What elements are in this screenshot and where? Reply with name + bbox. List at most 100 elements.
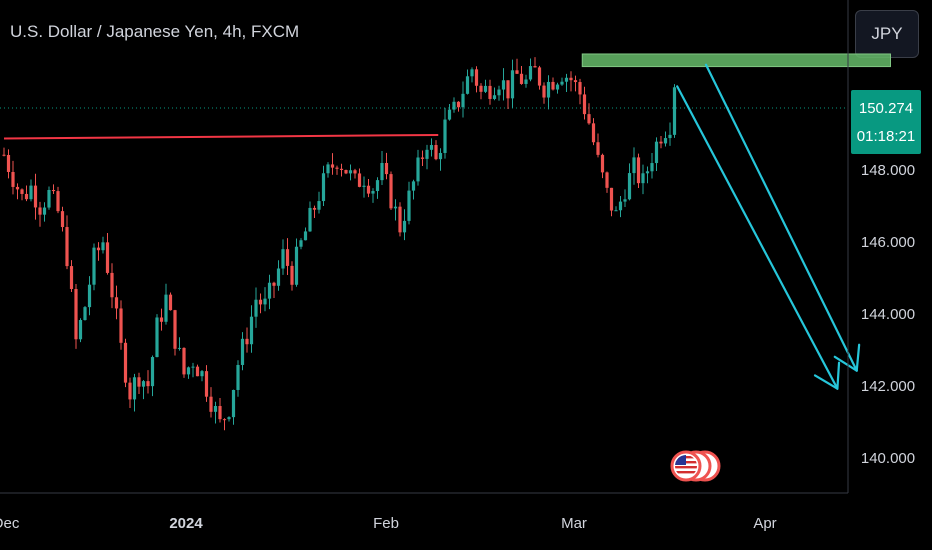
candle (150, 355, 155, 397)
candle (600, 153, 605, 179)
candle (119, 300, 123, 350)
candle (276, 260, 281, 291)
candle (605, 171, 609, 193)
candle (240, 332, 245, 371)
candle (371, 188, 375, 203)
time-tick-label: Dec (0, 515, 20, 532)
candle (353, 168, 357, 179)
candle (614, 206, 618, 212)
candle (632, 147, 636, 185)
time-axis[interactable]: Dec 2024 Feb Mar Apr (0, 515, 777, 532)
candle (11, 160, 15, 195)
candle (510, 59, 515, 108)
candle (173, 309, 177, 356)
candle (452, 97, 456, 113)
candle (29, 179, 33, 202)
candle (2, 147, 6, 157)
candle (668, 122, 672, 146)
candle (294, 238, 299, 287)
candle (654, 137, 659, 171)
projection-arrow-1[interactable] (676, 85, 841, 390)
candle (659, 136, 663, 149)
candle (569, 71, 573, 92)
candle (236, 360, 240, 397)
candle (303, 227, 308, 241)
candle (335, 165, 339, 175)
candle (672, 84, 677, 138)
candle (407, 181, 411, 225)
candle (78, 318, 83, 343)
candle (101, 236, 105, 254)
candle (348, 164, 353, 181)
candle (42, 202, 47, 222)
price-tick-label: 144.000 (861, 306, 915, 323)
candle (443, 107, 447, 159)
candle (425, 144, 429, 170)
candle (56, 186, 60, 214)
candle (186, 366, 191, 379)
candle (416, 149, 420, 186)
candle (506, 80, 510, 109)
candle (204, 365, 209, 402)
time-tick-label: 2024 (169, 515, 203, 532)
candle (483, 79, 488, 93)
candle (92, 243, 96, 291)
price-axis[interactable]: 148.000 146.000 144.000 142.000 140.000 (861, 162, 915, 467)
candle (258, 293, 263, 314)
resistance-line[interactable] (3, 133, 439, 140)
candle (141, 380, 146, 400)
candle (551, 77, 555, 91)
candle (24, 185, 29, 202)
candle (627, 163, 632, 201)
candle (308, 201, 312, 232)
candle (164, 283, 168, 325)
candle (254, 287, 258, 328)
candle (357, 168, 362, 188)
candle (231, 389, 236, 425)
candle (38, 201, 42, 227)
candle (560, 77, 564, 86)
candle (596, 133, 600, 158)
candle (447, 104, 452, 121)
candle (110, 263, 114, 309)
candle (515, 58, 519, 75)
candle (488, 79, 492, 105)
supply-zone[interactable] (581, 53, 891, 68)
candle (411, 179, 416, 200)
candle (65, 215, 69, 270)
price-tick-label: 148.000 (861, 162, 915, 179)
candle (330, 153, 335, 175)
candle (497, 85, 501, 101)
candle (542, 82, 546, 104)
us-flag-icon (670, 450, 702, 482)
candle (537, 65, 542, 90)
candle (128, 377, 132, 409)
candle (209, 387, 213, 418)
candle (137, 372, 141, 395)
drawings (3, 53, 891, 390)
candle (578, 78, 582, 105)
events-badge[interactable] (670, 450, 721, 482)
price-tag-value: 150.274 (859, 100, 913, 117)
candle (546, 75, 551, 110)
candle (609, 187, 614, 217)
candle (227, 416, 231, 422)
candle (650, 153, 654, 179)
candle (645, 166, 650, 184)
candle (267, 274, 272, 310)
price-tick-label: 142.000 (861, 378, 915, 395)
candle (429, 138, 434, 157)
projection-arrow-2[interactable] (704, 63, 861, 372)
candle (402, 209, 407, 241)
price-tag-countdown: 01:18:21 (857, 128, 915, 145)
candle (582, 86, 587, 120)
candles (2, 57, 677, 431)
candle (641, 164, 645, 195)
candle (470, 67, 474, 83)
candle (623, 189, 627, 207)
candle (362, 176, 366, 198)
candle (438, 148, 443, 171)
candle (366, 178, 371, 198)
candle (20, 188, 24, 201)
